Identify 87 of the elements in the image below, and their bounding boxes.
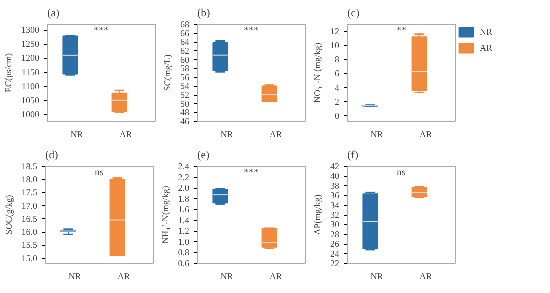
y-tick-label: 1.0 <box>178 236 190 247</box>
x-tick-label: AR <box>118 272 130 282</box>
y-tick-label: 26 <box>330 239 340 250</box>
y-tick-label: 22 <box>330 258 340 268</box>
x-tick-label: AR <box>270 130 282 140</box>
y-axis-title: AP(mg/kg) <box>312 194 322 236</box>
y-tick-label: 16.0 <box>22 227 38 238</box>
y-tick-label: 15.5 <box>22 240 38 250</box>
annotation: *** <box>244 168 259 178</box>
y-tick-label: 0.8 <box>178 248 190 258</box>
legend-label: AR <box>480 43 494 53</box>
y-tick-label: 62 <box>180 46 190 56</box>
y-tick-label: 60 <box>180 54 190 65</box>
x-tick-label: NR <box>370 272 384 282</box>
y-tick-label: 4 <box>335 82 340 93</box>
y-tick-label: 1300 <box>22 25 40 36</box>
chart-title: (f) <box>348 150 359 162</box>
chart-title: (e) <box>198 150 210 162</box>
y-axis-title: EC(μs/cm) <box>4 53 14 93</box>
annotation: ** <box>396 26 406 36</box>
chart-title: (a) <box>48 8 60 20</box>
y-tick-label: 34 <box>330 200 340 210</box>
y-tick-label: 2 <box>335 96 340 107</box>
annotation: *** <box>94 26 109 36</box>
y-tick-label: 12 <box>330 26 340 37</box>
x-tick-label: NR <box>370 130 384 140</box>
y-tick-label: 68 <box>180 20 190 30</box>
y-tick-label: 24 <box>330 248 340 259</box>
y-tick-label: 52 <box>180 90 190 100</box>
y-tick-label: 38 <box>330 180 340 191</box>
x-tick-label: NR <box>220 130 234 140</box>
y-tick-label: 1050 <box>22 95 40 106</box>
y-tick-label: 0 <box>335 110 340 121</box>
y-tick-label: 2.2 <box>178 172 190 182</box>
annotation: ns <box>397 168 406 178</box>
y-tick-label: 15.0 <box>22 253 38 264</box>
y-axis-title: NH₄⁺-N(mg/kg) <box>160 186 170 244</box>
y-axis-title: SC(mg/L) <box>162 54 172 92</box>
annotation: *** <box>244 26 259 36</box>
y-tick-label: 28 <box>330 229 340 240</box>
y-axis-title: NO₃⁻-N (mg/kg) <box>312 43 322 103</box>
x-tick-label: NR <box>68 272 82 282</box>
y-tick-label: 1200 <box>22 53 40 64</box>
y-tick-label: 6 <box>335 68 340 79</box>
y-tick-label: 40 <box>330 171 340 182</box>
chart-title: (d) <box>46 150 59 162</box>
chart-title: (b) <box>198 8 211 20</box>
annotation: ns <box>95 168 104 178</box>
x-tick-label: AR <box>120 130 132 140</box>
y-tick-label: 1100 <box>22 81 40 92</box>
y-tick-label: 36 <box>330 190 340 201</box>
y-tick-label: 1.2 <box>178 226 190 236</box>
x-tick-label: NR <box>220 272 234 282</box>
y-tick-label: 1250 <box>22 39 40 50</box>
y-tick-label: 17.5 <box>22 188 38 198</box>
y-tick-label: 2.4 <box>178 162 190 172</box>
legend-label: NR <box>480 27 494 37</box>
y-tick-label: 46 <box>180 116 190 126</box>
y-tick-label: 32 <box>330 210 340 220</box>
x-tick-label: AR <box>270 272 282 282</box>
y-tick-label: 56 <box>180 72 190 82</box>
x-tick-label: AR <box>420 272 432 282</box>
y-tick-label: 58 <box>180 64 190 74</box>
x-tick-label: NR <box>70 130 84 140</box>
y-tick-label: 1.6 <box>178 204 190 215</box>
y-axis-title: SOC(g/kg) <box>4 195 14 235</box>
y-tick-label: 0.6 <box>178 258 190 268</box>
y-tick-label: 64 <box>180 37 190 48</box>
y-tick-label: 18.0 <box>22 174 38 185</box>
y-tick-label: 1150 <box>22 67 40 78</box>
y-tick-label: 2.0 <box>178 183 190 194</box>
y-tick-label: 54 <box>180 81 190 92</box>
y-tick-label: 1.8 <box>178 194 190 204</box>
chart-title: (c) <box>348 8 360 20</box>
y-tick-label: 10 <box>330 40 340 51</box>
y-tick-label: 8 <box>335 54 340 65</box>
y-tick-label: 18.5 <box>22 162 38 172</box>
y-tick-label: 66 <box>180 28 190 38</box>
y-tick-label: 16.5 <box>22 214 38 224</box>
y-tick-label: 1.4 <box>178 215 190 226</box>
y-tick-label: 50 <box>180 98 190 109</box>
y-tick-label: 17.0 <box>22 200 38 211</box>
y-tick-label: 1000 <box>22 109 40 120</box>
y-tick-label: 42 <box>330 162 340 172</box>
y-tick-label: 30 <box>330 220 340 230</box>
x-tick-label: AR <box>420 130 432 140</box>
y-tick-label: 48 <box>180 108 190 118</box>
